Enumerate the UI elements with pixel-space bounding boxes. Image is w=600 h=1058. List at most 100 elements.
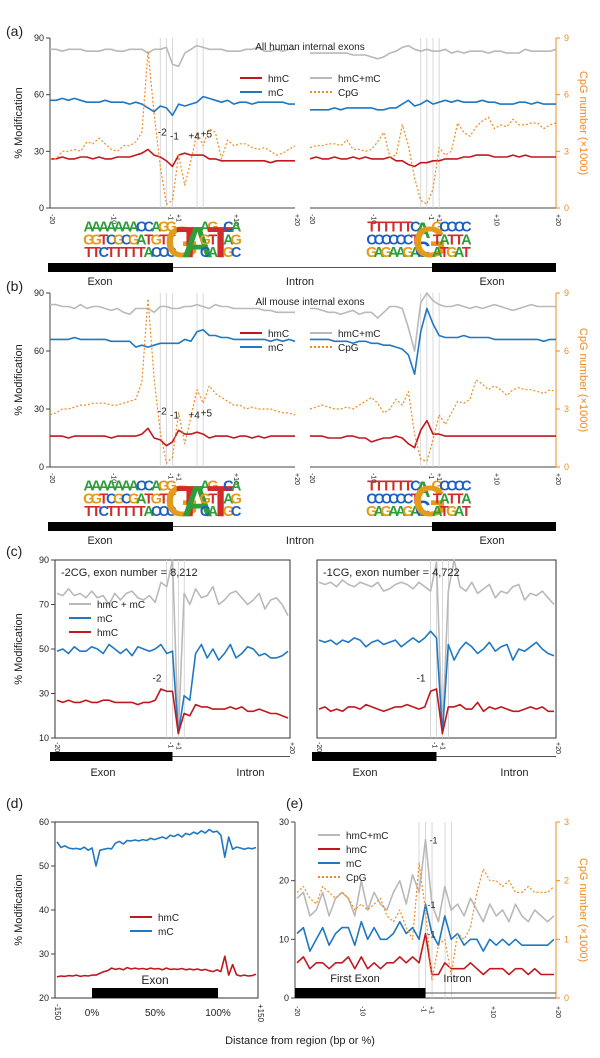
sequence-logo-letter: T: [433, 491, 442, 507]
panel-b-xlabel-left-4: +10: [232, 473, 239, 485]
panel-a-legend-mC-label: mC: [268, 88, 284, 99]
sequence-logo-letter: A: [410, 504, 421, 520]
sequence-logo-letter: G: [381, 504, 392, 520]
panel-c-sub1-annotation: -2: [153, 673, 162, 684]
panel-e-ytick-label: 10: [279, 934, 289, 944]
panel-b-series-mC-left: [50, 328, 296, 348]
panel-b-xlabel-left-3: +1: [175, 473, 182, 481]
panel-b-y2tick-label: 6: [564, 346, 569, 356]
panel-c-sub2-series-hmCmC: [318, 559, 555, 735]
sequence-logo-letter: A: [106, 220, 117, 236]
panel-b-annotation-m1: -1: [170, 410, 179, 421]
sequence-logo-letter: T: [404, 479, 413, 495]
sequence-logo-letter: C: [396, 232, 407, 248]
sequence-logo-letter: C: [223, 220, 234, 236]
sequence-logo-letter: A: [121, 220, 132, 236]
panel-b-series-CpG-right: [309, 379, 557, 462]
sequence-logo-letter: T: [114, 504, 123, 520]
sequence-logo-letter: T: [207, 218, 234, 267]
sequence-logo-letter: T: [107, 245, 116, 261]
sequence-logo-letter: T: [455, 232, 464, 248]
panel-a-xlabel-right-3: +1: [435, 214, 442, 222]
panel-d-ytick-label: 30: [39, 949, 49, 959]
sequence-logo-letter: T: [447, 491, 456, 507]
sequence-logo-letter: T: [374, 479, 383, 495]
sequence-logo-letter: T: [389, 220, 398, 236]
panel-d-panel-label: (d): [6, 795, 23, 811]
sequence-logo-letter: A: [410, 245, 421, 261]
panel-a-series-hmC-right: [309, 154, 556, 168]
sequence-logo-letter: T: [84, 504, 93, 520]
sequence-logo-letter: C: [447, 220, 458, 236]
sequence-logo-letter: G: [446, 245, 457, 261]
panel-b-panel-label: (b): [6, 278, 23, 294]
sequence-logo-letter: C: [461, 479, 472, 495]
sequence-logo-letter: A: [128, 479, 139, 495]
panel-b-xlabel-left-5: +20: [293, 473, 300, 485]
panel-b-xlabel-right-4: +10: [493, 473, 500, 485]
sequence-logo-letter: G: [402, 504, 413, 520]
panel-a-annotation-m1: -1: [170, 131, 179, 142]
panel-e-xlabel-0: -20: [293, 1006, 300, 1016]
panel-b-ytick-label: 90: [34, 288, 44, 298]
sequence-logo-letter: A: [121, 479, 132, 495]
panel-a-y2tick-label: 3: [564, 146, 569, 156]
panel-b-xlabel-right-5: +20: [554, 473, 561, 485]
panel-b-series-CpG-left: [49, 298, 296, 464]
panel-d-xlabel-4: +150: [256, 1004, 265, 1023]
panel-c-sub1-legend-sum-label: hmC + mC: [97, 600, 145, 611]
panel-d-xlabel-3: 100%: [205, 1008, 231, 1019]
panel-e-annotation-mC: -1: [428, 900, 436, 910]
panel-a-y2tick-label: 0: [564, 203, 569, 213]
sequence-logo-letter: C: [136, 479, 147, 495]
sequence-logo-letter: C: [231, 245, 242, 261]
sequence-logo-letter: T: [440, 245, 449, 261]
panel-c-ylabel: % Modification: [13, 613, 25, 685]
sequence-logo-letter: A: [231, 479, 242, 495]
sequence-logo-letter: C: [143, 220, 154, 236]
panel-c-sub1-ytick-label: 70: [39, 600, 49, 610]
panel-c-sub1-legend-mC-label: mC: [97, 614, 113, 625]
panel-c-sub1-series-hmC: [56, 688, 289, 735]
panel-c-sub1-ytick-label: 10: [39, 733, 49, 743]
sequence-logo-letter: G: [230, 232, 241, 248]
panel-c-sub1-series-mC: [56, 643, 289, 735]
sequence-logo-letter: A: [461, 491, 472, 507]
sequence-logo-letter: A: [439, 232, 450, 248]
panel-d-xlabel-0: -150: [53, 1004, 62, 1021]
sequence-logo-letter: T: [92, 504, 101, 520]
sequence-logo-letter: G: [165, 218, 199, 267]
sequence-logo-letter: G: [413, 218, 447, 267]
sequence-logo-letter: A: [136, 232, 147, 248]
panel-b-legend-mC-label: mC: [268, 343, 284, 354]
panel-d-legend-mC-label: mC: [158, 927, 174, 938]
panel-b-ytick-label: 30: [34, 404, 44, 414]
sequence-logo-letter: T: [176, 218, 203, 267]
sequence-logo-letter: T: [433, 232, 442, 248]
panel-a-ylabel: % Modification: [13, 87, 25, 159]
sequence-logo-letter: T: [404, 220, 413, 236]
panel-d-exon-bar: [92, 988, 218, 998]
panel-e-legend-mC-label: mC: [346, 859, 362, 870]
sequence-logo-letter: T: [411, 232, 420, 248]
panel-a-gene-label-exon-right: Exon: [479, 276, 504, 288]
panel-a-series-hmCplusmC-left: [50, 44, 295, 68]
sequence-logo-letter: C: [374, 232, 385, 248]
panel-a-xlabel-right-1: -10: [370, 214, 377, 224]
sequence-logo-letter: G: [166, 220, 177, 236]
panel-b-series-mC-right: [310, 307, 556, 376]
sequence-logo-letter: T: [122, 504, 131, 520]
sequence-logo-letter: A: [151, 479, 162, 495]
panel-e-y2tick-label: 2: [564, 876, 569, 886]
panel-b-series-hmC-left: [50, 427, 295, 447]
panel-b-y2tick-label: 9: [564, 288, 569, 298]
sequence-logo-letter: G: [113, 491, 124, 507]
panel-c-sub2-title: -1CG, exon number = 4,722: [323, 567, 460, 579]
sequence-logo-letter: C: [403, 232, 414, 248]
panel-d-ytick-label: 60: [39, 817, 49, 827]
sequence-logo-letter: T: [382, 479, 391, 495]
panel-c-sub2-xlabel-2: +1: [439, 742, 446, 750]
